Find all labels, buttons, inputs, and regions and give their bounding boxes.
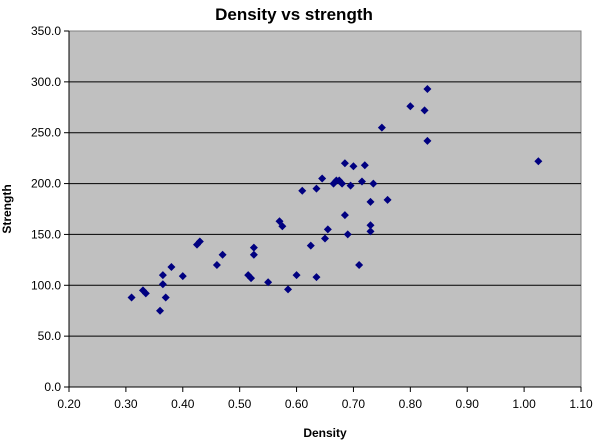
x-tick-label: 0.70: [342, 397, 366, 411]
y-tick-label: 150.0: [31, 227, 61, 241]
x-tick-label: 0.20: [57, 397, 81, 411]
y-tick-labels: 0.0 50.0 100.0 150.0 200.0 250.0 300.0 350.0: [31, 24, 61, 394]
x-tick-label: 1.00: [512, 397, 536, 411]
y-tick-label: 350.0: [31, 24, 61, 38]
chart-title: Density vs strength: [215, 5, 373, 24]
x-tick-labels: 0.20 0.30 0.40 0.50 0.60 0.70 0.80 0.90 1.00 1.10: [57, 397, 593, 411]
x-tick-label: 0.60: [285, 397, 309, 411]
x-tick-label: 0.40: [171, 397, 195, 411]
y-tick-label: 50.0: [38, 329, 62, 343]
x-tick-label: 0.80: [399, 397, 423, 411]
y-tick-label: 200.0: [31, 177, 61, 191]
y-axis-label: Strength: [0, 184, 14, 233]
x-tick-label: 0.50: [228, 397, 252, 411]
x-axis-label: Density: [303, 426, 347, 440]
x-tick-label: 0.90: [456, 397, 480, 411]
y-tick-label: 0.0: [44, 380, 61, 394]
y-tick-label: 300.0: [31, 75, 61, 89]
y-tick-label: 250.0: [31, 126, 61, 140]
x-tick-label: 1.10: [569, 397, 593, 411]
plot-area: [69, 31, 581, 387]
x-tick-label: 0.30: [114, 397, 138, 411]
y-tick-label: 100.0: [31, 278, 61, 292]
